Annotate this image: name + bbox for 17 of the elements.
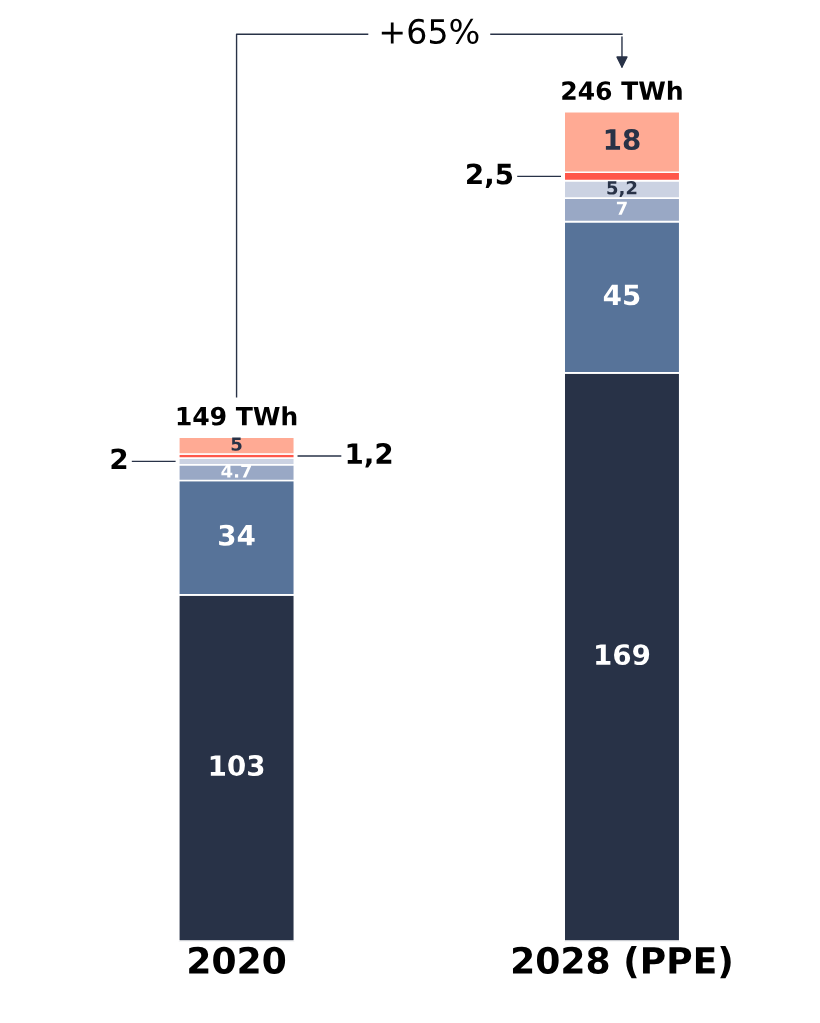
data-label: 103 [210,755,264,777]
data-label: 18 [605,129,640,151]
data-label: 45 [603,284,640,306]
data-label: 7 [616,201,627,215]
x-tick-label: 2028 (PPE) [512,946,731,979]
data-label: 5,2 [607,180,637,197]
total-label: 246 TWh [562,80,682,101]
data-label: 34 [219,524,255,546]
bar [177,436,296,455]
data-label: 2,5 [467,163,513,189]
data-label: 2 [111,448,127,470]
text: +65% [381,18,479,44]
data-label: 169 [596,644,650,666]
data-label: 1,2 [347,443,392,468]
x-tick-label: 2020 [189,946,286,974]
data-label: 5 [231,437,242,451]
total-label: 149 TWh [177,406,297,426]
